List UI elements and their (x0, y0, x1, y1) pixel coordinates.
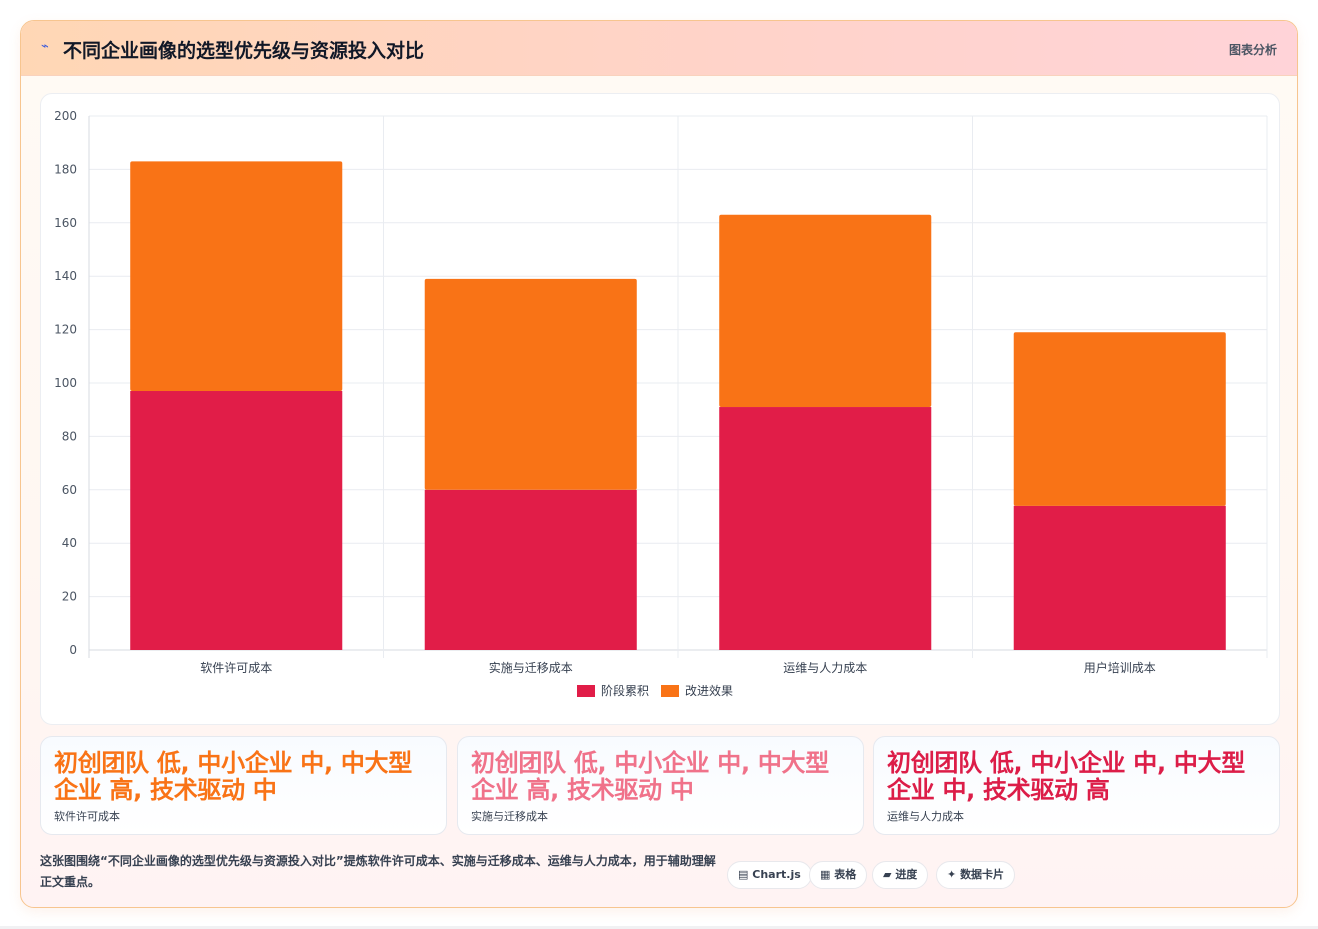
chart-analysis-tag: 图表分析 (1228, 43, 1277, 57)
stat-card-label: 实施与迁移成本 (471, 810, 548, 823)
stat-card-value: 初创团队 低, 中小企业 中, 中大型企业 中, 技术驱动 高 (887, 749, 1245, 804)
chip-label: 表格 (834, 868, 857, 881)
bar-segment (719, 407, 932, 650)
y-tick-label: 80 (62, 429, 77, 443)
legend-label: 阶段累积 (601, 683, 649, 698)
y-tick-label: 40 (62, 536, 77, 550)
bar-segment (1013, 505, 1226, 650)
chart-icon: ⌁ (41, 39, 49, 54)
chart-card: ⌁ 不同企业画像的选型优先级与资源投入对比 图表分析 0 20 40 60 80 100 1… (20, 20, 1298, 908)
stat-card-implementation: 初创团队 低, 中小企业 中, 中大型企业 高, 技术驱动 中 实施与迁移成本 (457, 736, 864, 835)
bar-segment (130, 391, 343, 650)
stacked-bar-chart: 0 20 40 60 80 100 120 140 160 180 200 软件许可成本 实施与迁移成本… (54, 109, 1268, 698)
chip-data-cards[interactable]: ✦ 数据卡片 (936, 861, 1016, 889)
stat-card-license: 初创团队 低, 中小企业 中, 中大型企业 高, 技术驱动 中 软件许可成本 (40, 736, 447, 835)
y-tick-label: 20 (62, 590, 77, 604)
chip-table[interactable]: ▦ 表格 (809, 861, 868, 889)
card-title: 不同企业画像的选型优先级与资源投入对比 (63, 40, 425, 62)
y-tick-label: 140 (54, 269, 77, 283)
bar-segment (130, 161, 343, 392)
x-tick-label: 软件许可成本 (200, 661, 272, 675)
chip-label: 数据卡片 (960, 868, 1005, 881)
chip-chartjs[interactable]: ▤ Chart.js (727, 861, 812, 889)
bar-segment (719, 214, 932, 408)
y-tick-label: 0 (69, 643, 77, 657)
legend-label: 改进效果 (685, 683, 733, 698)
y-tick-label: 200 (54, 109, 77, 123)
y-tick-label: 60 (62, 483, 77, 497)
stat-card-label: 运维与人力成本 (887, 810, 964, 823)
footer-description: 这张图围绕“不同企业画像的选型优先级与资源投入对比”提炼软件许可成本、实施与迁移… (40, 854, 716, 889)
card-header: ⌁ 不同企业画像的选型优先级与资源投入对比 图表分析 (21, 21, 1297, 76)
stat-card-label: 软件许可成本 (54, 810, 120, 823)
stat-card-value: 初创团队 低, 中小企业 中, 中大型企业 高, 技术驱动 中 (471, 749, 829, 804)
y-tick-label: 160 (54, 216, 77, 230)
page-bottom-divider (0, 926, 1318, 929)
table-icon: ▦ (820, 868, 831, 881)
chart-panel: 0 20 40 60 80 100 120 140 160 180 200 软件许可成本 实施与迁移成本… (40, 93, 1280, 725)
legend-swatch (577, 685, 595, 697)
chip-progress[interactable]: ▰ 进度 (872, 861, 929, 889)
y-tick-label: 120 (54, 323, 77, 337)
x-tick-label: 实施与迁移成本 (489, 660, 573, 675)
stat-card-value: 初创团队 低, 中小企业 中, 中大型企业 高, 技术驱动 中 (54, 749, 412, 804)
bar-segment (1013, 332, 1226, 506)
chip-label: 进度 (895, 868, 918, 881)
sparkle-icon: ✦ (947, 868, 957, 881)
x-tick-label: 用户培训成本 (1084, 660, 1156, 675)
stat-card-operations: 初创团队 低, 中小企业 中, 中大型企业 中, 技术驱动 高 运维与人力成本 (873, 736, 1280, 835)
bar-segment (424, 489, 637, 650)
chip-label: Chart.js (752, 868, 801, 881)
y-tick-label: 100 (54, 376, 77, 390)
x-tick-label: 运维与人力成本 (783, 661, 867, 675)
chart-icon: ▤ (738, 868, 749, 881)
legend-swatch (661, 685, 679, 697)
progress-icon: ▰ (883, 868, 892, 881)
bar-segment (424, 278, 637, 490)
y-tick-label: 180 (54, 162, 77, 176)
